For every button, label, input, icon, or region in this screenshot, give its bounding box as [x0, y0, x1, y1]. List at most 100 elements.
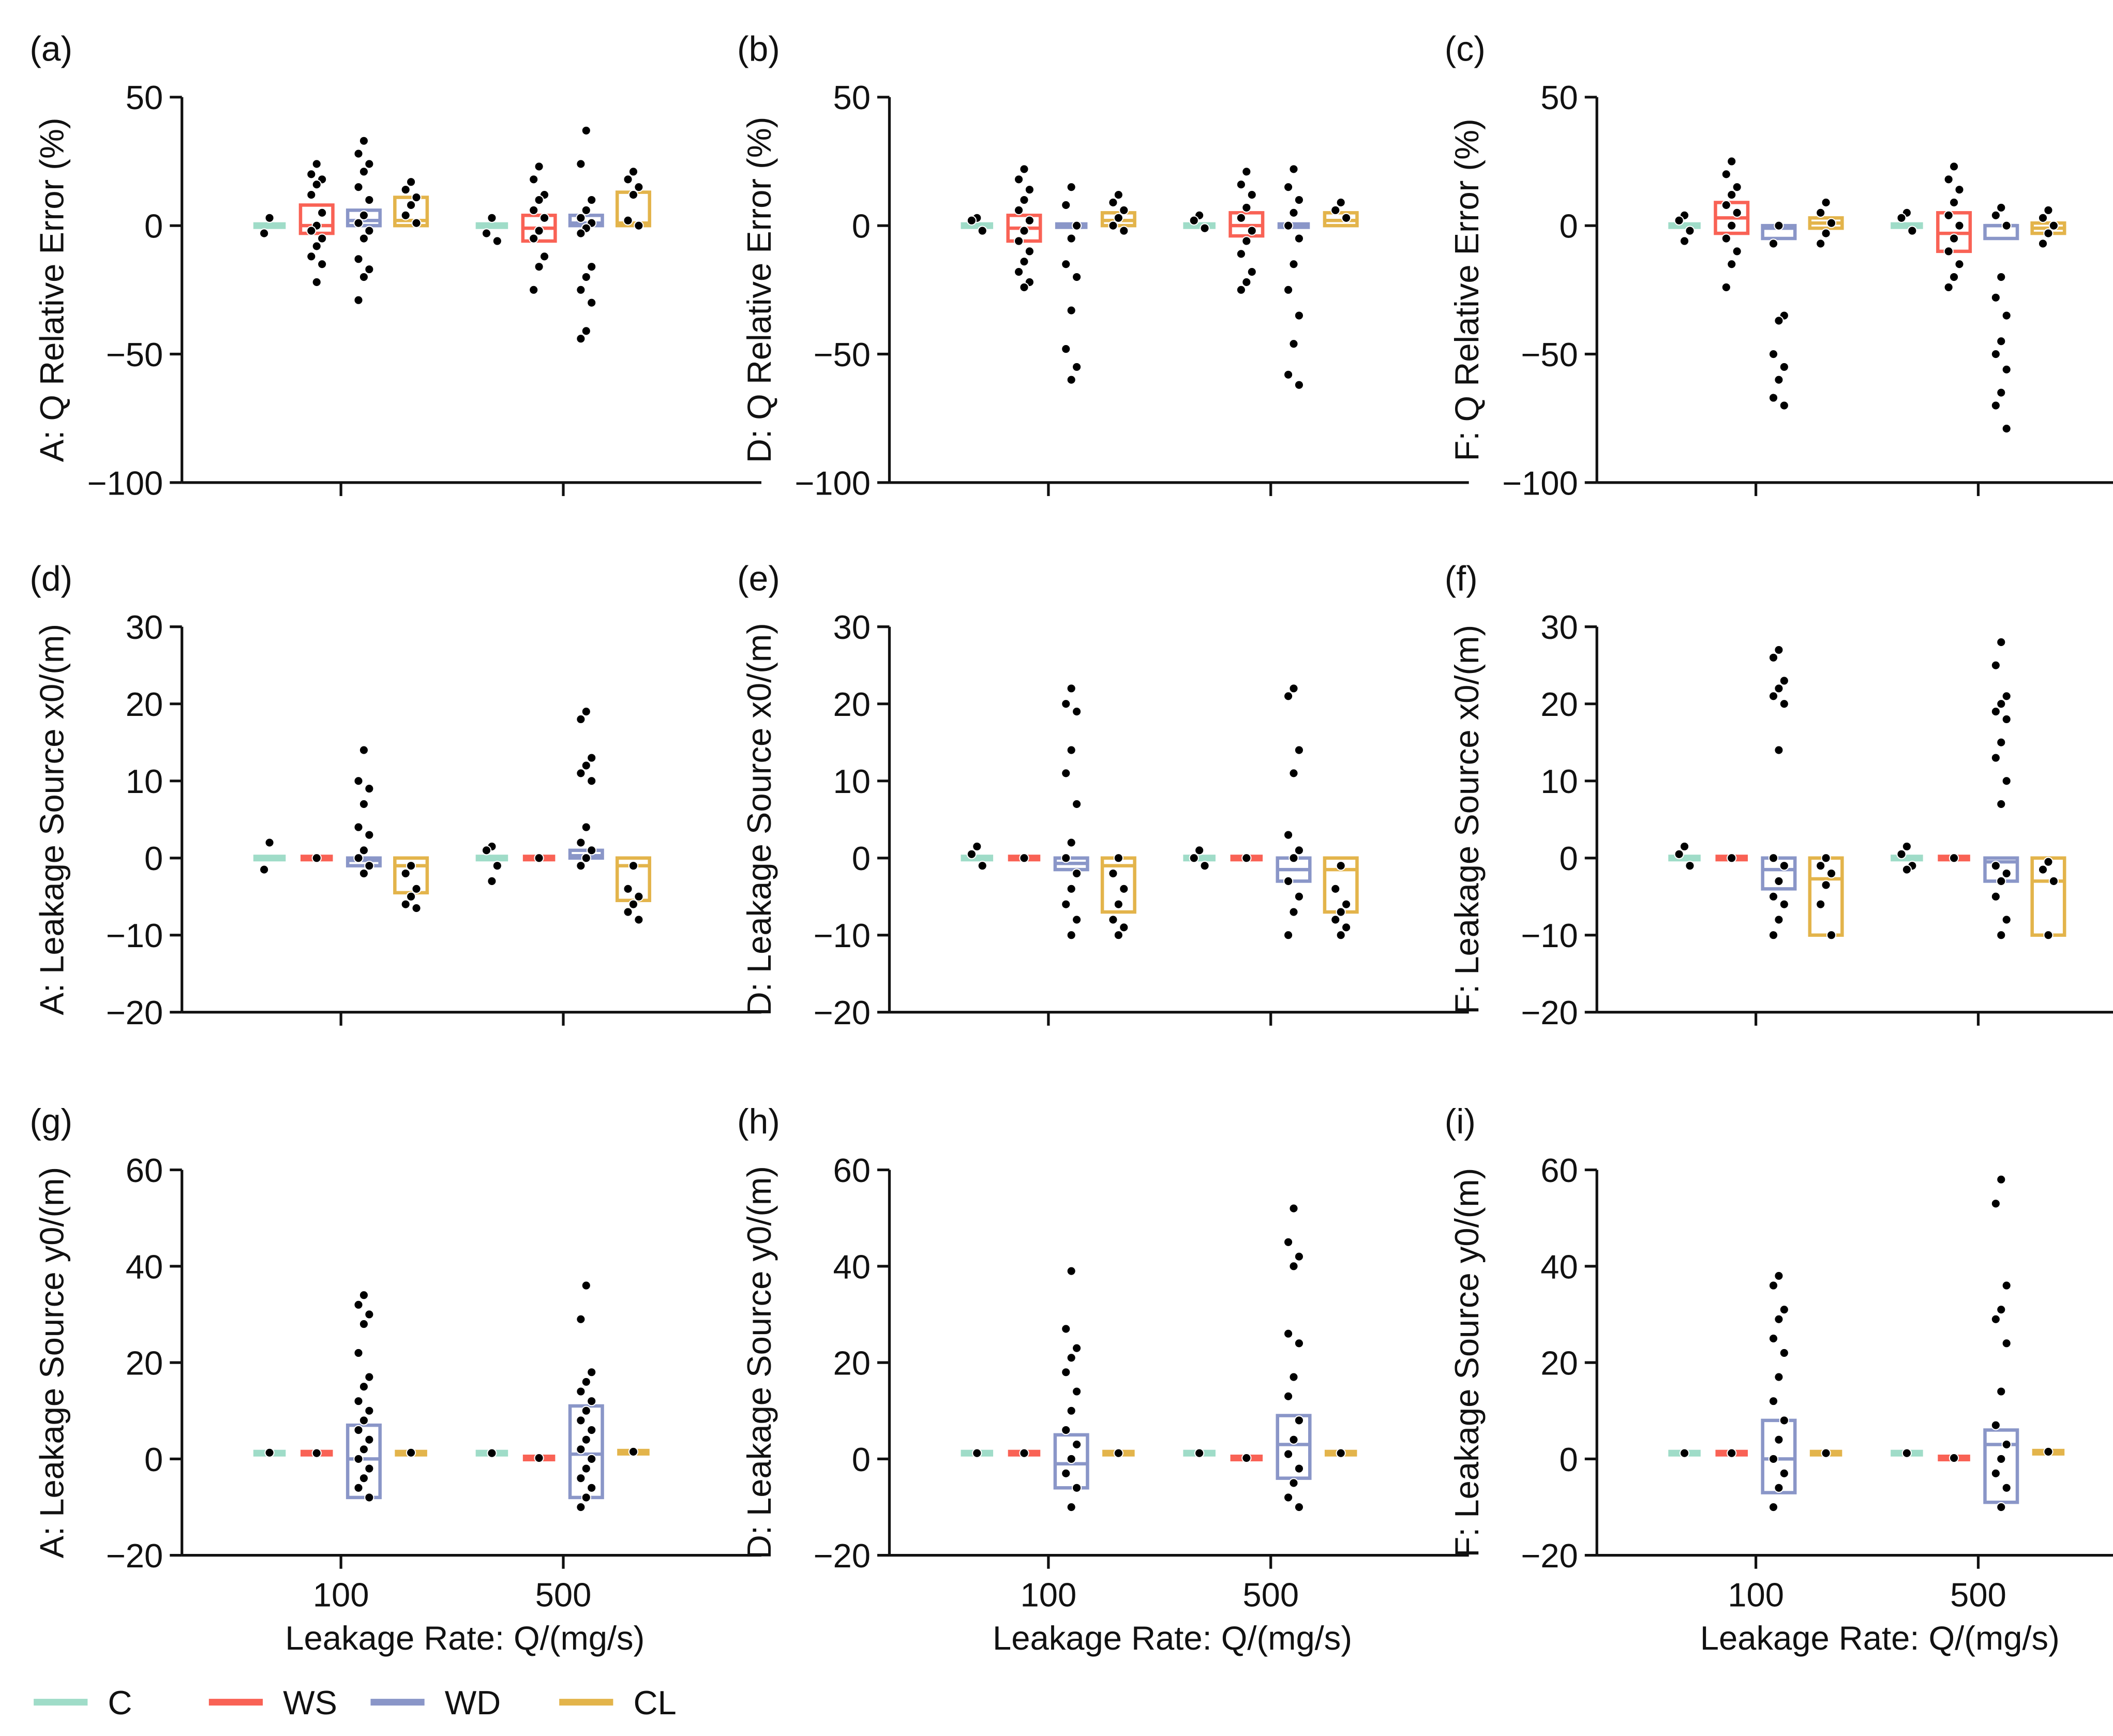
data-point	[1066, 233, 1076, 244]
data-point	[623, 884, 633, 894]
data-point	[306, 226, 317, 236]
y-tick-label: 20	[1540, 685, 1578, 723]
y-tick-label: −100	[87, 464, 163, 502]
data-point	[576, 714, 586, 725]
data-point	[1241, 277, 1252, 288]
data-point	[1779, 1415, 1789, 1426]
box-wd	[1276, 1414, 1312, 1480]
data-point	[400, 184, 411, 195]
data-point	[264, 213, 275, 223]
data-point	[1896, 213, 1907, 223]
y-tick-label: −100	[1502, 464, 1578, 502]
data-point	[358, 868, 369, 879]
box-c	[253, 855, 286, 862]
data-point	[1779, 400, 1789, 411]
data-point	[1774, 1270, 1784, 1281]
data-point	[587, 845, 597, 856]
data-point	[1288, 1434, 1299, 1445]
box-c	[475, 855, 508, 862]
y-tick-label: −20	[106, 1537, 163, 1575]
data-point	[353, 254, 364, 264]
data-point	[2001, 776, 2012, 786]
data-point	[1061, 699, 1071, 709]
panel-label: (f)	[1445, 559, 1478, 598]
data-point	[581, 326, 591, 336]
data-point	[1816, 860, 1826, 871]
data-point	[587, 1396, 597, 1406]
data-point	[2037, 213, 2048, 223]
data-point	[587, 776, 597, 786]
data-point	[1996, 737, 2006, 747]
y-tick-label: 30	[1540, 608, 1578, 646]
data-point	[1954, 184, 1965, 195]
data-point	[1901, 1448, 1912, 1458]
y-axis-label: F: Leakage Source y0/(m)	[1448, 1168, 1486, 1558]
data-point	[1194, 1448, 1205, 1458]
data-point	[1774, 375, 1784, 385]
data-point	[1727, 189, 1737, 200]
data-point	[623, 174, 633, 185]
data-point	[1247, 226, 1257, 236]
y-axis-label: F: Q Relative Error (%)	[1448, 118, 1486, 461]
data-point	[1061, 1468, 1071, 1478]
data-point	[1119, 226, 1129, 236]
data-point	[364, 1372, 374, 1382]
data-point	[1294, 745, 1305, 755]
box-wd	[346, 1423, 382, 1500]
data-point	[1996, 699, 2006, 709]
data-point	[364, 1309, 374, 1320]
data-point	[364, 1492, 374, 1503]
data-point	[2001, 1483, 2012, 1493]
data-point	[1768, 349, 1779, 360]
data-point	[1779, 1305, 1789, 1315]
data-point	[576, 285, 586, 295]
data-point	[1732, 207, 1742, 218]
data-point	[1679, 1448, 1690, 1458]
data-point	[1288, 207, 1299, 218]
data-point	[1768, 1502, 1779, 1513]
data-point	[1943, 246, 1954, 257]
data-point	[353, 1348, 364, 1358]
y-tick-label: −20	[1521, 1537, 1578, 1575]
data-point	[587, 753, 597, 763]
data-point	[481, 845, 492, 856]
y-tick-label: 50	[1540, 79, 1578, 116]
data-point	[628, 1446, 639, 1457]
data-point	[587, 1454, 597, 1464]
data-point	[2048, 876, 2059, 887]
data-point	[2037, 238, 2048, 249]
data-point	[1066, 1502, 1076, 1513]
data-point	[1071, 1386, 1082, 1397]
data-point	[1774, 1483, 1784, 1493]
data-point	[587, 194, 597, 205]
data-point	[1113, 189, 1123, 200]
data-point	[1241, 1453, 1252, 1463]
data-point	[581, 1492, 591, 1503]
data-point	[400, 210, 411, 220]
data-point	[1779, 860, 1789, 871]
data-point	[1949, 853, 1959, 863]
data-point	[1283, 691, 1294, 701]
data-point	[1990, 891, 2001, 902]
data-point	[581, 853, 591, 863]
data-point	[2001, 915, 2012, 925]
data-point	[966, 849, 977, 859]
box-c	[1183, 222, 1216, 229]
y-tick-label: 0	[144, 1441, 163, 1478]
data-point	[1949, 197, 1959, 208]
data-point	[2043, 930, 2054, 940]
data-point	[1768, 691, 1779, 701]
data-point	[364, 1434, 374, 1445]
data-point	[581, 1434, 591, 1445]
data-point	[1954, 259, 1965, 270]
data-point	[1288, 853, 1299, 863]
data-point	[353, 218, 364, 228]
box-c	[1891, 222, 1923, 229]
data-point	[1061, 259, 1071, 270]
data-point	[1019, 257, 1029, 267]
data-point	[581, 822, 591, 832]
panels: (a)A: Q Relative Error (%)500−50−100(b)D…	[29, 29, 2113, 1657]
data-point	[2043, 228, 2054, 238]
data-point	[358, 272, 369, 282]
data-point	[1330, 205, 1341, 216]
